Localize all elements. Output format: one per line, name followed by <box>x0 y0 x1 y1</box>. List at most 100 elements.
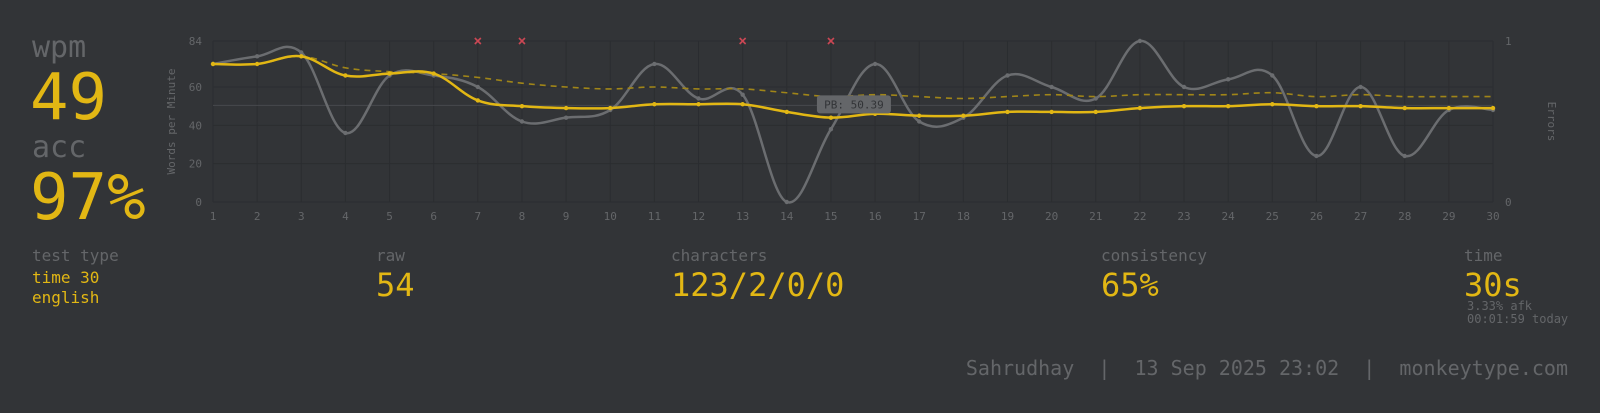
series-wpm-point <box>1358 103 1363 109</box>
series-raw-point <box>254 54 260 59</box>
y-tick-label: 84 <box>189 35 203 48</box>
series-raw-point <box>563 115 569 120</box>
series-wpm-line <box>212 54 1493 119</box>
test-type-language: english <box>32 288 100 307</box>
x-tick-label: 15 <box>824 210 837 223</box>
x-tick-label: 7 <box>475 210 482 223</box>
series-raw-point <box>1137 38 1143 44</box>
series-wpm-point <box>563 105 569 111</box>
series-raw-point <box>475 84 481 90</box>
pb-badge-label: PB: 50.39 <box>824 98 884 111</box>
series-wpm-point <box>1049 109 1054 115</box>
x-tick-label: 11 <box>648 210 661 223</box>
wpm-value: 49 <box>30 61 108 135</box>
series-wpm-point <box>608 105 613 111</box>
series-wpm-point <box>828 115 834 120</box>
x-tick-label: 21 <box>1089 210 1102 223</box>
series-wpm-point <box>1446 105 1452 111</box>
series-raw-point <box>1358 84 1363 90</box>
series-wpm-point <box>343 73 348 78</box>
y-tick-label: 40 <box>189 119 202 132</box>
series-raw-point <box>1270 73 1275 78</box>
accuracy-label: acc <box>32 130 87 165</box>
series-raw-line <box>212 39 1494 204</box>
x-tick-label: 1 <box>210 210 217 223</box>
test-type-label: test type <box>32 246 119 265</box>
accuracy-value: 97% <box>30 161 146 235</box>
x-tick-label: 17 <box>913 210 926 223</box>
series-wpm-point <box>431 71 436 76</box>
error-marker <box>827 37 835 45</box>
characters-label: characters <box>671 246 768 265</box>
series-raw-point <box>828 126 834 132</box>
x-tick-label: 18 <box>957 210 970 223</box>
x-tick-label: 16 <box>868 210 881 223</box>
series-raw-point <box>519 119 525 124</box>
x-tick-label: 24 <box>1222 210 1236 223</box>
x-tick-label: 5 <box>386 210 393 223</box>
series-wpm-point <box>1402 105 1407 111</box>
series-wpm-point <box>387 71 392 76</box>
series-raw-point <box>872 61 878 67</box>
x-tick-label: 27 <box>1354 210 1367 223</box>
x-tick-label: 29 <box>1442 210 1455 223</box>
series-raw-point <box>1225 77 1231 82</box>
series-raw-point <box>1049 84 1054 90</box>
series-wpm-point <box>1490 105 1496 111</box>
series-raw-point <box>652 61 657 67</box>
series-wpm-point <box>1225 103 1231 109</box>
x-tick-label: 30 <box>1486 210 1499 223</box>
consistency-label: consistency <box>1101 246 1207 265</box>
series-raw-point <box>1402 153 1407 159</box>
series-wpm-point <box>475 98 481 103</box>
series-raw-point <box>1093 96 1098 101</box>
series-wpm-point <box>961 113 966 118</box>
series-wpm-point <box>696 102 701 107</box>
series-burst-avg-line <box>212 55 1493 100</box>
series-wpm-point <box>299 54 304 59</box>
y2-tick-label: 1 <box>1505 35 1512 48</box>
x-tick-label: 9 <box>563 210 570 223</box>
x-tick-label: 10 <box>604 210 617 223</box>
footer-date: 13 Sep 2025 23:02 <box>1134 356 1340 380</box>
y-tick-label: 20 <box>189 158 202 171</box>
x-tick-label: 20 <box>1045 210 1058 223</box>
series-raw-point <box>740 92 745 97</box>
footer-separator: | <box>1363 356 1376 380</box>
series-wpm-point <box>1181 103 1187 109</box>
footer-site-link[interactable]: monkeytype.com <box>1399 356 1568 380</box>
x-tick-label: 14 <box>780 210 794 223</box>
x-tick-label: 12 <box>692 210 705 223</box>
consistency-value: 65% <box>1101 266 1159 304</box>
series-wpm-point <box>917 113 922 118</box>
series-wpm-point <box>652 102 657 107</box>
x-tick-label: 23 <box>1177 210 1190 223</box>
x-tick-label: 6 <box>430 210 437 223</box>
y-tick-label: 0 <box>195 196 202 209</box>
y2-axis-title: Errors <box>1545 102 1558 142</box>
x-tick-label: 2 <box>254 210 261 223</box>
series-raw-point <box>1181 84 1187 90</box>
series-wpm-point <box>210 61 216 67</box>
series-wpm-point <box>254 61 260 67</box>
time-value: 30s <box>1464 266 1522 304</box>
y-axis-title: Words per Minute <box>165 69 178 175</box>
footer-username: Sahrudhay <box>965 356 1075 380</box>
time-typing-today: 00:01:59 today <box>1467 312 1569 326</box>
test-type-mode: time 30 <box>32 268 100 287</box>
x-tick-label: 4 <box>342 210 349 223</box>
series-wpm-point <box>740 102 745 107</box>
result-footer: Sahrudhay | 13 Sep 2025 23:02 | monkeyty… <box>966 356 1568 380</box>
error-marker <box>518 37 526 45</box>
characters-value: 123/2/0/0 <box>671 266 845 304</box>
series-raw-point <box>1005 73 1010 78</box>
series-wpm-point <box>1270 102 1275 107</box>
series-raw-point <box>784 199 789 205</box>
error-marker <box>739 37 747 45</box>
series-raw-point <box>343 130 348 136</box>
time-label: time <box>1464 246 1503 265</box>
y-tick-label: 60 <box>189 81 202 94</box>
x-tick-label: 22 <box>1133 210 1146 223</box>
x-tick-label: 28 <box>1398 210 1411 223</box>
